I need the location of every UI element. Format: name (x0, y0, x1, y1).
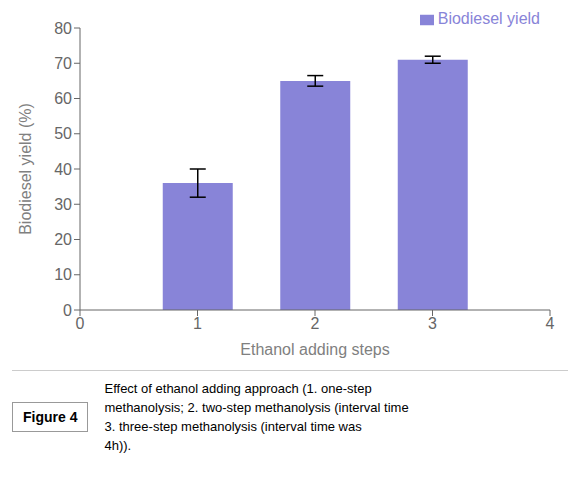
svg-text:0: 0 (63, 302, 72, 319)
svg-text:1: 1 (193, 315, 202, 332)
svg-text:0: 0 (76, 315, 85, 332)
svg-text:20: 20 (54, 231, 72, 248)
svg-text:Biodiesel yield (%): Biodiesel yield (%) (17, 103, 34, 235)
html-text:Biodiesel yield: Biodiesel yield (437, 10, 540, 27)
html-text:4h)).: 4h)). (104, 438, 132, 453)
html-text:3. three-step methanolysis (in: 3. three-step methanolysis (interval tim… (104, 419, 362, 434)
svg-text:60: 60 (54, 90, 72, 107)
svg-text:Ethanol adding steps: Ethanol adding steps (240, 341, 389, 358)
svg-text:3: 3 (428, 315, 437, 332)
svg-text:2: 2 (311, 315, 320, 332)
html-text:Effect of ethanol adding appro: Effect of ethanol adding approach (1. on… (104, 381, 372, 396)
svg-text:10: 10 (54, 266, 72, 283)
svg-text:4: 4 (546, 315, 555, 332)
svg-text:40: 40 (54, 161, 72, 178)
html-text:Figure 4: Figure 4 (23, 409, 78, 425)
svg-text:70: 70 (54, 55, 72, 72)
svg-text:30: 30 (54, 196, 72, 213)
svg-text:80: 80 (54, 20, 72, 37)
svg-text:50: 50 (54, 125, 72, 142)
html-text:methanolysis; 2. two-step meth: methanolysis; 2. two-step methanolysis (… (104, 400, 409, 415)
